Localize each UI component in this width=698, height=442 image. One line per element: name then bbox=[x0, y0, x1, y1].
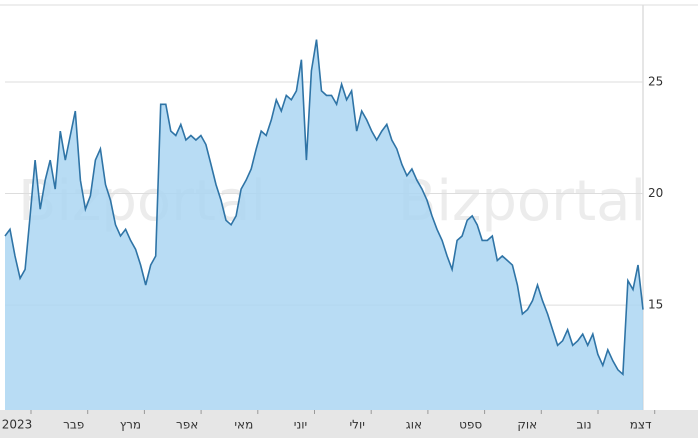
area bbox=[5, 39, 643, 410]
x-tick-label: אוק bbox=[517, 418, 537, 432]
x-axis-band bbox=[0, 410, 698, 438]
x-tick-label: אפר bbox=[176, 418, 198, 432]
x-tick-label: ספט bbox=[459, 418, 482, 432]
x-tick-label: יוני bbox=[294, 418, 307, 432]
y-tick-label: 25 bbox=[648, 74, 663, 88]
x-tick-label: מאי bbox=[234, 418, 253, 432]
x-tick-label: מרץ bbox=[120, 418, 141, 432]
y-tick-label: 20 bbox=[648, 186, 663, 200]
x-tick-label: נוב bbox=[576, 418, 591, 432]
x-tick-label: 2023 bbox=[2, 418, 33, 432]
line bbox=[4, 39, 644, 377]
x-tick-label: דצמ bbox=[630, 418, 652, 432]
x-tick-label: פבר bbox=[63, 418, 84, 432]
watermark: Bizportal bbox=[398, 169, 646, 234]
y-tick-label: 15 bbox=[648, 298, 663, 312]
x-tick-label: אוג bbox=[406, 418, 422, 432]
x-tick-label: יולי bbox=[349, 418, 364, 432]
